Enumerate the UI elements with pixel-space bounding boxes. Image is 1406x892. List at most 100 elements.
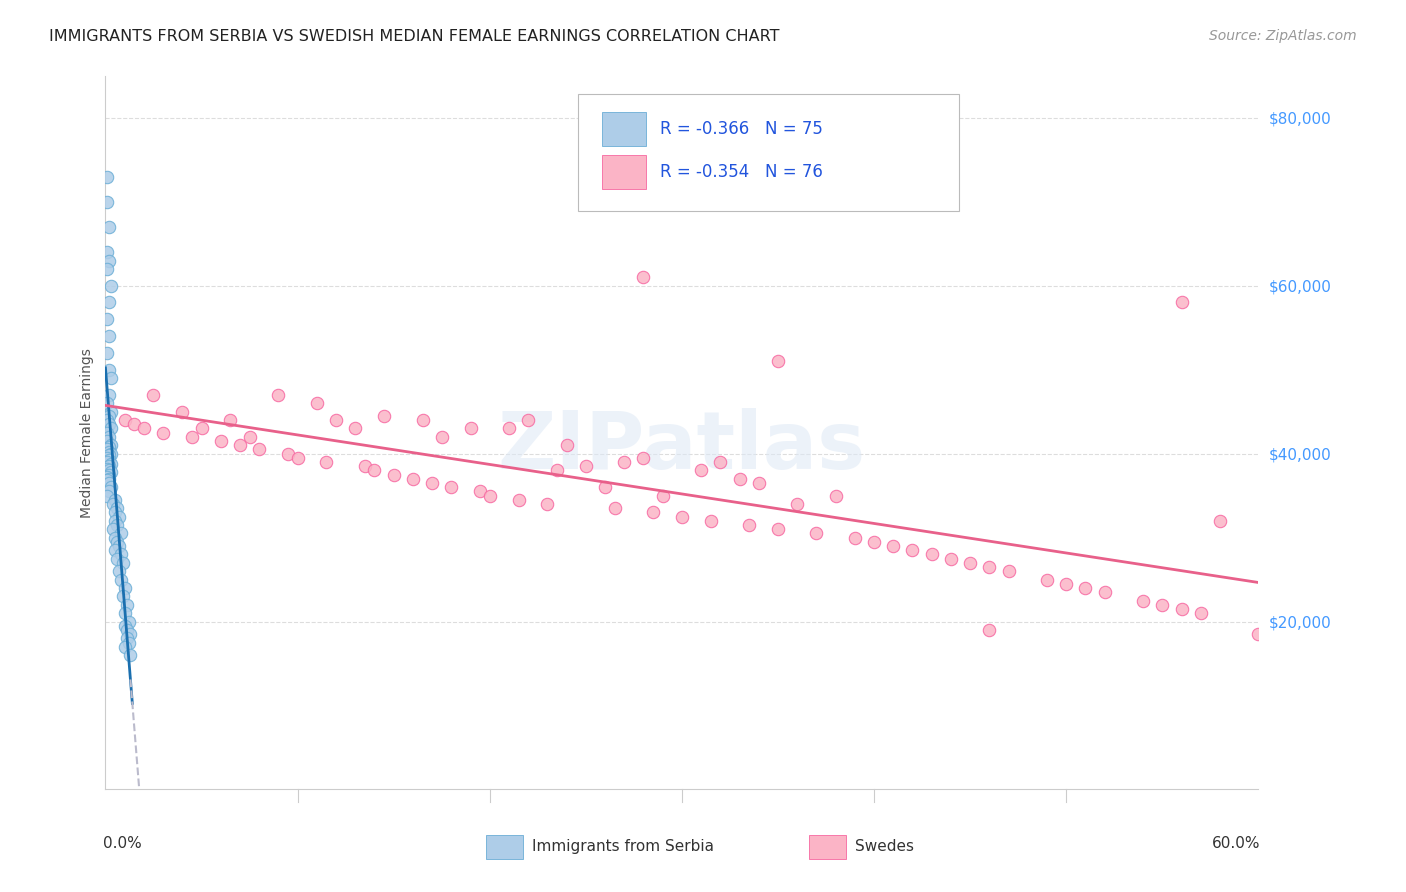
Point: [748, 475, 770, 490]
Point: [100, 404, 122, 418]
Point: [315, 455, 337, 469]
Point: [651, 489, 673, 503]
Point: [700, 514, 723, 528]
Point: [412, 413, 434, 427]
Point: [100, 457, 122, 471]
Point: [180, 430, 204, 444]
Point: [100, 447, 122, 461]
Point: [997, 564, 1019, 578]
Point: [671, 509, 693, 524]
Point: [108, 509, 131, 524]
Point: [98, 472, 121, 486]
Point: [96, 312, 118, 326]
Point: [110, 526, 132, 541]
Point: [1189, 606, 1212, 620]
Point: [536, 497, 558, 511]
FancyBboxPatch shape: [808, 835, 845, 859]
Point: [111, 590, 134, 604]
Point: [373, 409, 395, 423]
Point: [959, 556, 981, 570]
Text: Source: ZipAtlas.com: Source: ZipAtlas.com: [1209, 29, 1357, 43]
Point: [110, 547, 132, 561]
Point: [382, 467, 405, 482]
Point: [478, 489, 501, 503]
Point: [142, 388, 165, 402]
Point: [96, 461, 118, 475]
Point: [979, 560, 1001, 574]
Point: [806, 526, 828, 541]
Point: [108, 539, 131, 553]
Point: [420, 475, 443, 490]
Point: [101, 497, 124, 511]
Point: [98, 484, 121, 499]
FancyBboxPatch shape: [486, 835, 523, 859]
Text: R = -0.366   N = 75: R = -0.366 N = 75: [659, 120, 823, 138]
Point: [98, 463, 121, 477]
Point: [98, 467, 121, 482]
Point: [96, 450, 118, 465]
Point: [633, 270, 655, 285]
Point: [824, 489, 846, 503]
Point: [108, 564, 131, 578]
Point: [287, 450, 309, 465]
Point: [1152, 598, 1174, 612]
Point: [96, 489, 118, 503]
Point: [96, 169, 118, 184]
Point: [229, 438, 252, 452]
Text: Swedes: Swedes: [855, 839, 914, 854]
Point: [114, 606, 136, 620]
Point: [1209, 514, 1232, 528]
Point: [344, 421, 367, 435]
Point: [766, 522, 789, 536]
Point: [115, 632, 138, 646]
Point: [96, 425, 118, 440]
Point: [100, 465, 122, 479]
Point: [786, 497, 808, 511]
Point: [114, 640, 136, 654]
Point: [104, 492, 127, 507]
Point: [575, 459, 598, 474]
Point: [1036, 573, 1059, 587]
Text: R = -0.354   N = 76: R = -0.354 N = 76: [659, 163, 823, 181]
Text: Immigrants from Serbia: Immigrants from Serbia: [531, 839, 714, 854]
Point: [613, 455, 636, 469]
Point: [219, 413, 242, 427]
Point: [98, 475, 121, 490]
Point: [470, 484, 492, 499]
Point: [96, 442, 118, 457]
Point: [1094, 585, 1116, 599]
Point: [115, 623, 138, 637]
Point: [96, 434, 118, 448]
FancyBboxPatch shape: [602, 112, 647, 146]
Point: [117, 635, 139, 649]
Point: [98, 253, 121, 268]
Point: [354, 459, 377, 474]
Point: [738, 518, 761, 533]
Point: [277, 447, 299, 461]
Point: [100, 371, 122, 385]
Point: [98, 362, 121, 376]
Point: [124, 417, 146, 432]
Text: 0.0%: 0.0%: [103, 836, 142, 851]
Point: [882, 539, 904, 553]
Point: [508, 492, 530, 507]
Point: [98, 430, 121, 444]
Point: [104, 531, 127, 545]
FancyBboxPatch shape: [578, 94, 959, 211]
Point: [114, 618, 136, 632]
Point: [363, 463, 385, 477]
Point: [690, 463, 713, 477]
Point: [96, 396, 118, 410]
Point: [863, 534, 886, 549]
Point: [114, 581, 136, 595]
Point: [172, 404, 194, 418]
Point: [1247, 627, 1270, 641]
Point: [96, 194, 118, 209]
Point: [921, 547, 943, 561]
Point: [709, 455, 731, 469]
Point: [105, 518, 128, 533]
Point: [98, 459, 121, 474]
Point: [267, 388, 290, 402]
Point: [98, 329, 121, 343]
Point: [1170, 295, 1192, 310]
